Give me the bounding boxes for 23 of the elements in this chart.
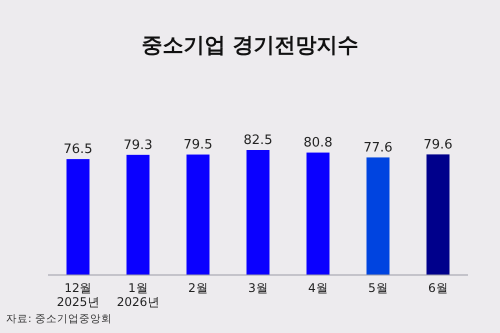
x-tick-label: 1월 2026년 bbox=[116, 281, 160, 309]
text: 자료: 중소기업중앙회 bbox=[6, 313, 112, 325]
bar bbox=[126, 154, 150, 275]
data-label: 79.3 bbox=[124, 138, 152, 153]
x-tick-label: 5월 bbox=[368, 281, 388, 295]
data-label: 79.5 bbox=[184, 138, 212, 153]
bar bbox=[366, 157, 390, 275]
chart-title: 중소기업 경기전망지수 bbox=[141, 33, 359, 57]
x-tick-label: 4월 bbox=[308, 281, 328, 295]
x-tick-label: 2월 bbox=[188, 281, 208, 295]
bar bbox=[66, 159, 90, 275]
bar bbox=[246, 150, 270, 275]
data-label: 77.6 bbox=[364, 140, 392, 156]
data-label: 82.5 bbox=[244, 133, 272, 148]
bar bbox=[426, 154, 450, 275]
x-tick-label: 6월 bbox=[428, 281, 448, 295]
data-label: 80.8 bbox=[304, 136, 332, 151]
bar bbox=[306, 152, 330, 275]
x-tick-label: 12월 2025년 bbox=[56, 281, 100, 309]
bar bbox=[186, 154, 210, 275]
data-label: 79.6 bbox=[424, 137, 452, 152]
data-label: 76.5 bbox=[64, 142, 92, 158]
x-tick-label: 3월 bbox=[248, 281, 268, 295]
